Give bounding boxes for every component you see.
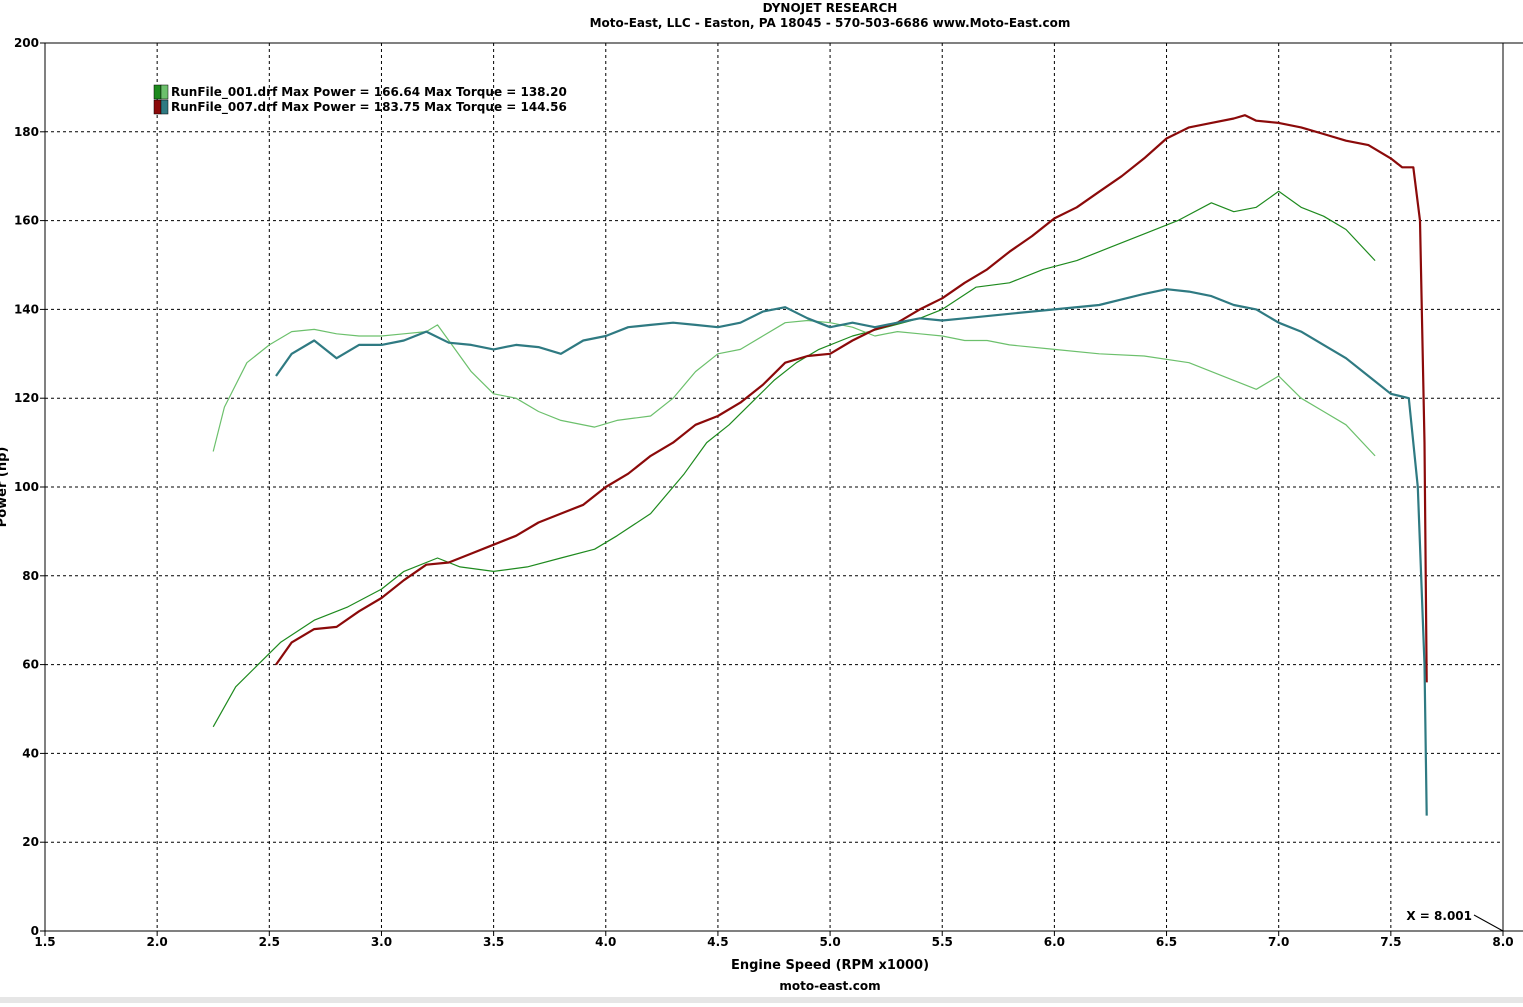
x-tick-label: 4.0: [595, 935, 616, 949]
axes: 0 20 40 60 80 100 120 140 160 180 200 1.5 2.0 2.5 3.0 3…: [14, 36, 1523, 949]
chart-title: DYNOJET RESEARCH: [763, 1, 898, 15]
x-tick-label: 4.5: [707, 935, 728, 949]
x-tick-label: 6.0: [1044, 935, 1065, 949]
legend-swatch: [160, 84, 169, 100]
x-tick-label: 3.0: [371, 935, 392, 949]
x-tick-label: 7.5: [1380, 935, 1401, 949]
legend-swatch: [153, 99, 162, 115]
legend-swatch: [160, 99, 169, 115]
y-tick-label: 60: [22, 658, 39, 672]
legend-swatch: [153, 84, 162, 100]
y-tick-label: 40: [22, 746, 39, 760]
annotation: X = 8.001: [1406, 909, 1472, 923]
legend-text: Max Power = 183.75: [281, 100, 420, 114]
y-tick-label: 100: [14, 480, 39, 494]
series-line: [212, 319, 1376, 457]
y-tick-label: 0: [31, 924, 39, 938]
x-tick-label: 2.5: [259, 935, 280, 949]
x-tick-label: 2.0: [147, 935, 168, 949]
x-tick-label: 6.5: [1156, 935, 1177, 949]
x-tick-label: 3.5: [483, 935, 504, 949]
legend-text: Max Power = 166.64: [281, 85, 420, 99]
x-tick-label: 7.0: [1268, 935, 1289, 949]
series-line: [212, 190, 1376, 728]
series-line: [275, 288, 1428, 816]
legend: RunFile_001.drf Max Power = 166.64 Max Tor…: [153, 84, 567, 115]
legend-text: RunFile_007.drf: [171, 100, 278, 115]
x-axis-label: Engine Speed (RPM x1000): [731, 958, 929, 973]
x-tick-label: 8.0: [1492, 935, 1513, 949]
chart-subtitle: Moto-East, LLC - Easton, PA 18045 - 570-…: [590, 16, 1071, 30]
footer: moto-east.com: [779, 979, 880, 993]
legend-text: RunFile_001.drf: [171, 85, 278, 100]
y-tick-label: 120: [14, 391, 39, 405]
legend-text: Max Torque = 138.20: [424, 85, 567, 99]
y-tick-label: 180: [14, 125, 39, 139]
annotation-pointer: [1473, 914, 1504, 932]
plot-lines: [212, 114, 1428, 816]
y-tick-label: 160: [14, 214, 39, 228]
x-tick-label: 5.5: [932, 935, 953, 949]
legend-entry: RunFile_001.drf Max Power = 166.64 Max Tor…: [171, 85, 567, 100]
x-tick-label: 5.0: [819, 935, 840, 949]
legend-text: Max Torque = 144.56: [424, 100, 567, 114]
y-tick-label: 200: [14, 36, 39, 50]
legend-entry: RunFile_007.drf Max Power = 183.75 Max Tor…: [171, 100, 567, 115]
y-tick-label: 140: [14, 302, 39, 316]
y-axis-label: Power (hp): [0, 447, 10, 528]
y-tick-label: 20: [22, 835, 39, 849]
x-tick-label: 1.5: [34, 935, 55, 949]
bottom-band: [0, 997, 1523, 1003]
y-tick-label: 80: [22, 569, 39, 583]
